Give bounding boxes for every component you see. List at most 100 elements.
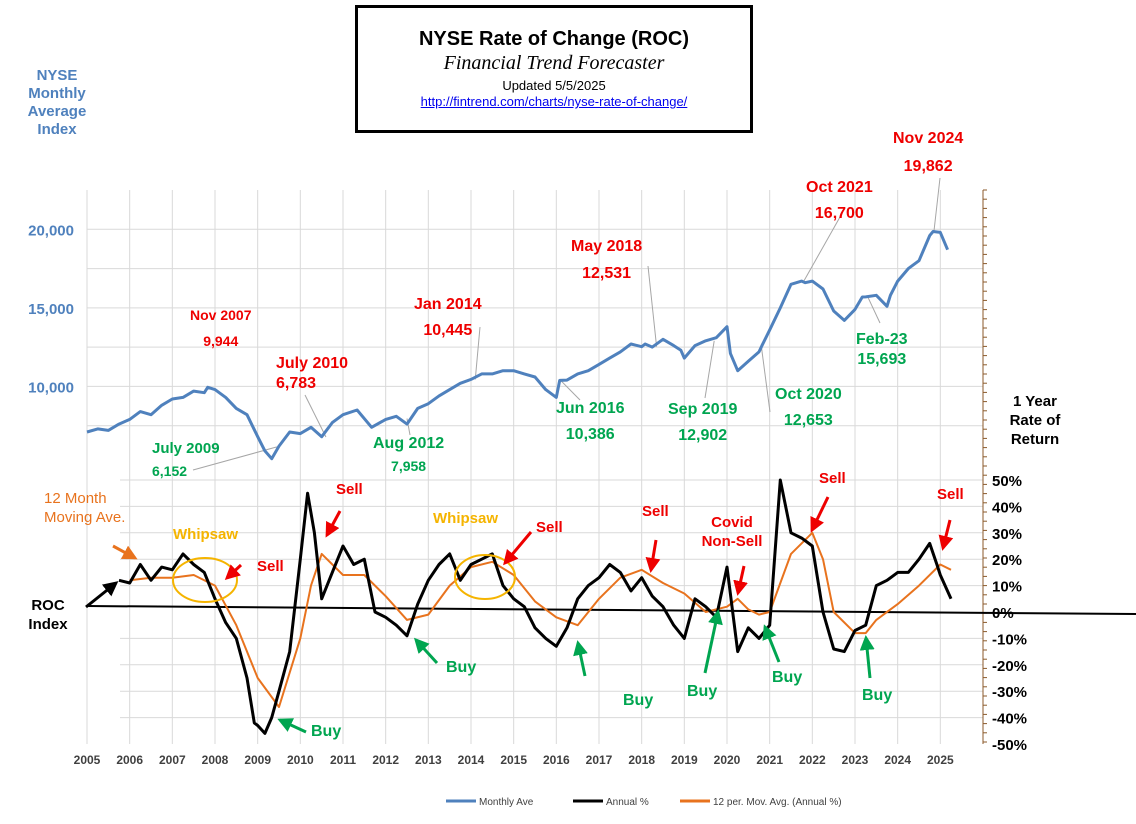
buy-label: Buy xyxy=(862,687,893,704)
y-tick-label-roc: -40% xyxy=(992,711,1027,728)
annotation-feb-23: Feb-23 15,693 xyxy=(856,330,908,370)
x-tick-label: 2009 xyxy=(244,753,271,767)
x-tick-label: 2008 xyxy=(202,753,229,767)
annotation-jun-2016: Jun 2016 10,386 xyxy=(556,396,624,448)
annotation-value: 12,653 xyxy=(783,412,833,429)
right-axis-title: 1 Year Rate of Return xyxy=(1009,393,1061,448)
annotation-connector xyxy=(560,380,581,401)
annotation-date: Oct 2021 xyxy=(806,179,873,196)
annotation-nov-2024: Nov 2024 19,862 xyxy=(893,125,963,181)
x-tick-label: 2020 xyxy=(714,753,741,767)
annotation-sep-2019: Sep 2019 12,902 xyxy=(668,397,737,449)
annotation-date: Sep 2019 xyxy=(668,401,738,418)
annotation-date: Oct 2020 xyxy=(775,386,842,403)
y-tick-label-roc: 10% xyxy=(992,579,1022,596)
x-tick-label: 2017 xyxy=(586,753,613,767)
annotation-value: 6,783 xyxy=(276,375,317,392)
buy-label: Buy xyxy=(623,692,654,709)
annotation-value: 10,445 xyxy=(423,322,473,339)
x-tick-label: 2007 xyxy=(159,753,186,767)
signal-arrow-red xyxy=(810,496,830,533)
sell-label: Sell xyxy=(937,486,964,503)
sell-label: Sell xyxy=(257,558,284,575)
moving-ave-label: 12 Month Moving Ave. xyxy=(44,490,126,526)
annotation-aug-2012: Aug 2012 7,958 xyxy=(373,433,444,477)
annotation-oct-2021: Oct 2021 16,700 xyxy=(806,175,873,227)
x-tick-label: 2011 xyxy=(330,753,356,767)
x-tick-label: 2006 xyxy=(116,753,143,767)
signal-arrow-red xyxy=(938,519,954,551)
covid-non-sell-label: Covid Non-Sell xyxy=(701,514,763,550)
annotation-value: 10,386 xyxy=(565,426,615,443)
chart-title: NYSE Rate of Change (ROC) xyxy=(418,28,690,50)
y-tick-label-roc: -20% xyxy=(992,658,1027,675)
x-tick-label: 2015 xyxy=(500,753,527,767)
annotation-july-2010: July 2010 6,783 xyxy=(276,354,348,394)
buy-label: Buy xyxy=(311,723,342,740)
signal-arrow-red xyxy=(733,565,748,596)
x-tick-label: 2014 xyxy=(458,753,485,767)
x-tick-label: 2019 xyxy=(671,753,698,767)
x-tick-label: 2021 xyxy=(756,753,783,767)
series-lines xyxy=(86,230,953,735)
updated-date: Updated 5/5/2025 xyxy=(502,78,606,93)
annotation-nov-2007: Nov 2007 9,944 xyxy=(190,302,251,354)
source-link[interactable]: http://fintrend.com/charts/nyse-rate-of-… xyxy=(420,94,688,109)
y-tick-label-roc: 50% xyxy=(992,473,1022,490)
signal-arrow-green xyxy=(859,635,875,679)
annotation-date: Jan 2014 xyxy=(414,296,482,313)
annotation-connector xyxy=(933,177,941,232)
sell-label: Sell xyxy=(642,503,669,520)
sell-label: Sell xyxy=(336,481,363,498)
chart-subtitle: Financial Trend Forecaster xyxy=(443,52,665,74)
signal-arrow-red xyxy=(325,510,342,538)
y-tick-label-index: 20,000 xyxy=(28,222,74,239)
signal-arrow-green xyxy=(277,718,307,734)
series-line-annual-pct xyxy=(118,478,953,735)
left-axis-title: NYSE Monthly Average Index xyxy=(27,67,87,138)
x-tick-label: 2022 xyxy=(799,753,826,767)
legend-label: 12 per. Mov. Avg. (Annual %) xyxy=(713,797,842,808)
annotation-value: 9,944 xyxy=(203,333,239,349)
annotation-date: Aug 2012 xyxy=(373,435,445,452)
annotation-july-2009: July 2009 6,152 xyxy=(152,438,220,482)
y-tick-label-roc: -30% xyxy=(992,684,1027,701)
signal-arrow-red xyxy=(645,539,661,573)
annotation-date: July 2010 xyxy=(276,355,349,372)
whipsaw-ellipse xyxy=(454,554,516,600)
annotation-jan-2014: Jan 2014 10,445 xyxy=(414,292,482,344)
y-tick-label-roc: 30% xyxy=(992,526,1022,543)
zero-baseline xyxy=(86,605,1136,615)
signal-arrows xyxy=(85,496,954,734)
x-tick-label: 2025 xyxy=(927,753,954,767)
annotation-connector xyxy=(192,446,277,471)
title-box: NYSE Rate of Change (ROC) Financial Tren… xyxy=(355,5,753,133)
buy-label: Buy xyxy=(687,683,718,700)
x-tick-label: 2018 xyxy=(628,753,655,767)
signal-arrow-green xyxy=(703,609,723,674)
annotation-date: Jun 2016 xyxy=(556,400,625,417)
axes xyxy=(86,189,1136,744)
annotation-value: 15,693 xyxy=(857,351,907,368)
y-tick-label-roc: 0% xyxy=(992,605,1014,622)
annotation-connector xyxy=(704,340,715,399)
annotation-value: 6,152 xyxy=(152,463,188,479)
buy-label: Buy xyxy=(446,659,477,676)
annotation-connector xyxy=(474,326,481,380)
roc-index-label: ROC Index xyxy=(28,597,68,633)
annotation-value: 19,862 xyxy=(903,158,953,175)
annotation-connector xyxy=(760,344,771,413)
signal-arrow-red xyxy=(224,563,243,581)
buy-label: Buy xyxy=(772,669,803,686)
annotation-oct-2020: Oct 2020 12,653 xyxy=(775,382,842,434)
x-tick-label: 2013 xyxy=(415,753,442,767)
whipsaw-label: Whipsaw xyxy=(433,510,499,527)
x-tick-label: 2012 xyxy=(372,753,399,767)
annotation-may-2018: May 2018 12,531 xyxy=(571,233,642,287)
signal-arrow-green xyxy=(762,624,781,663)
annotation-date: July 2009 xyxy=(152,440,220,457)
signal-arrow-green xyxy=(413,637,439,665)
annotation-value: 12,902 xyxy=(678,427,728,444)
annotation-connector xyxy=(803,216,841,282)
